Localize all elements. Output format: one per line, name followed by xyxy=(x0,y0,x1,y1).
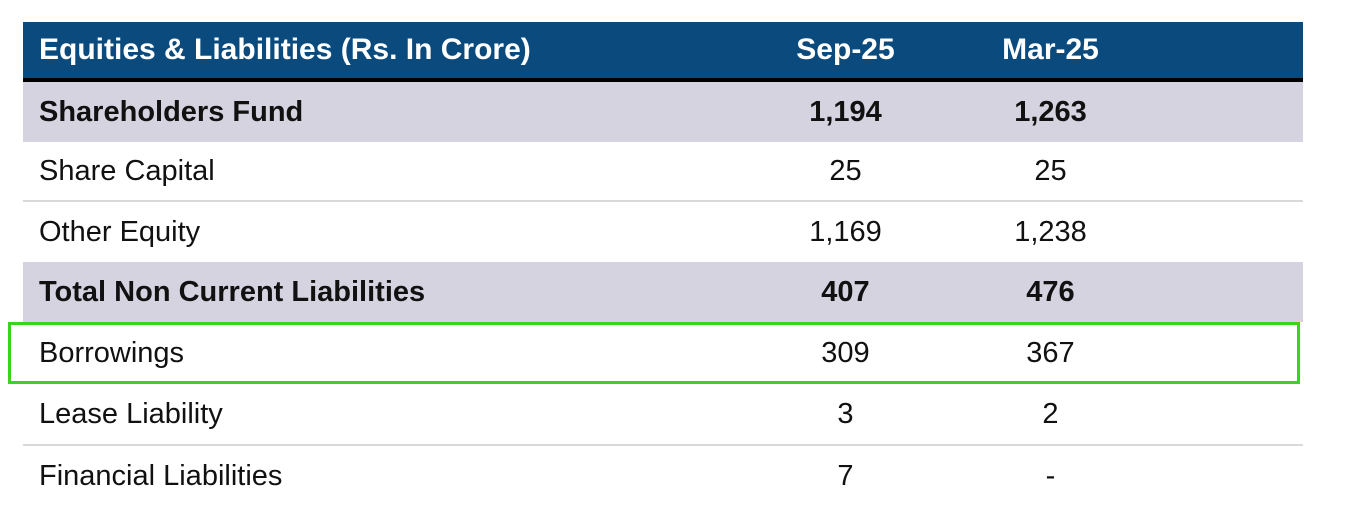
row-shareholders-fund: Shareholders Fund 1,194 1,263 xyxy=(23,82,1303,142)
cell-mar25: 1,238 xyxy=(1014,215,1087,248)
cell-mar25: 25 xyxy=(1034,154,1067,187)
cell-mar25: 367 xyxy=(1026,336,1075,369)
header-label: Equities & Liabilities (Rs. In Crore) xyxy=(39,33,531,66)
row-label: Financial Liabilities xyxy=(39,459,283,492)
header-col-mar25: Mar-25 xyxy=(1002,33,1099,66)
cell-sep25: 1,194 xyxy=(809,95,882,128)
row-label: Borrowings xyxy=(39,336,185,369)
cell-sep25: 25 xyxy=(829,154,862,187)
row-label: Shareholders Fund xyxy=(39,95,304,128)
cell-sep25: 407 xyxy=(821,275,870,308)
cell-mar25: 2 xyxy=(1042,397,1059,430)
row-share-capital: Share Capital 25 25 xyxy=(23,142,1303,202)
row-label: Other Equity xyxy=(39,215,201,248)
row-label: Lease Liability xyxy=(39,397,223,430)
row-total-non-current-liabilities: Total Non Current Liabilities 407 476 xyxy=(23,262,1303,322)
cell-sep25: 7 xyxy=(837,459,854,492)
row-borrowings: Borrowings 309 367 xyxy=(8,322,1303,384)
financial-table: Equities & Liabilities (Rs. In Crore) Se… xyxy=(8,22,1303,506)
table-header-row: Equities & Liabilities (Rs. In Crore) Se… xyxy=(23,22,1303,82)
cell-sep25: 3 xyxy=(837,397,854,430)
row-label: Total Non Current Liabilities xyxy=(39,275,426,308)
row-label: Share Capital xyxy=(39,154,215,187)
header-col-sep25: Sep-25 xyxy=(796,33,895,66)
cell-sep25: 1,169 xyxy=(809,215,882,248)
row-lease-liability: Lease Liability 3 2 xyxy=(23,384,1303,446)
cell-mar25: 1,263 xyxy=(1014,95,1087,128)
row-other-equity: Other Equity 1,169 1,238 xyxy=(23,202,1303,262)
cell-mar25: 476 xyxy=(1026,275,1075,308)
row-financial-liabilities: Financial Liabilities 7 - xyxy=(23,446,1303,506)
cell-mar25: - xyxy=(1045,459,1056,492)
cell-sep25: 309 xyxy=(821,336,870,369)
